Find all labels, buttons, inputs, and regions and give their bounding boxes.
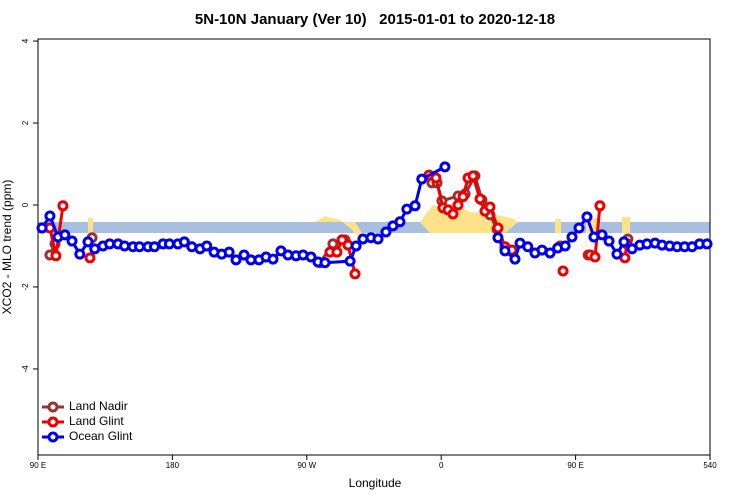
data-point bbox=[474, 193, 486, 205]
data-point bbox=[559, 240, 571, 252]
data-point bbox=[59, 229, 71, 241]
data-point bbox=[57, 200, 69, 212]
legend-label: Ocean Glint bbox=[69, 429, 133, 443]
data-point bbox=[492, 232, 504, 244]
x-tick-label: 90 E bbox=[30, 461, 46, 470]
data-point bbox=[557, 265, 569, 277]
y-tick-label: 4 bbox=[21, 38, 30, 43]
chart-title: 5N-10N January (Ver 10) 2015-01-01 to 20… bbox=[195, 11, 555, 28]
data-point bbox=[44, 210, 56, 222]
x-tick-label: 90 E bbox=[567, 461, 583, 470]
y-tick-label: -2 bbox=[21, 283, 30, 291]
data-point bbox=[148, 241, 160, 253]
data-point bbox=[349, 268, 361, 280]
data-point bbox=[178, 236, 190, 248]
data-point bbox=[104, 238, 116, 250]
data-point bbox=[618, 236, 630, 248]
ocean-strip bbox=[38, 222, 710, 233]
x-tick-label: 540 bbox=[703, 461, 717, 470]
data-point bbox=[82, 236, 94, 248]
land-patch bbox=[555, 219, 561, 233]
data-point bbox=[499, 245, 511, 257]
data-point bbox=[305, 251, 317, 263]
data-point bbox=[230, 254, 242, 266]
legend-label: Land Glint bbox=[69, 414, 124, 428]
data-point bbox=[372, 233, 384, 245]
data-point bbox=[344, 255, 356, 267]
data-point bbox=[66, 235, 78, 247]
data-point bbox=[394, 216, 406, 228]
data-point bbox=[566, 231, 578, 243]
data-point bbox=[439, 161, 451, 173]
land-patch bbox=[88, 218, 93, 233]
data-point bbox=[594, 200, 606, 212]
data-point bbox=[430, 172, 442, 184]
data-point bbox=[611, 248, 623, 260]
data-point bbox=[350, 240, 362, 252]
data-point bbox=[409, 200, 421, 212]
data-point bbox=[134, 241, 146, 253]
data-point bbox=[522, 241, 534, 253]
x-axis-label: Longitude bbox=[349, 476, 402, 490]
data-point bbox=[319, 257, 331, 269]
legend-label: Land Nadir bbox=[69, 399, 128, 413]
data-point bbox=[457, 191, 469, 203]
x-tick-label: 90 W bbox=[297, 461, 316, 470]
data-point bbox=[380, 226, 392, 238]
data-point bbox=[544, 247, 556, 259]
data-point bbox=[492, 222, 504, 234]
legend-marker bbox=[47, 431, 59, 443]
data-point bbox=[467, 170, 479, 182]
data-point bbox=[201, 240, 213, 252]
data-point bbox=[589, 251, 601, 263]
data-point bbox=[452, 199, 464, 211]
data-point bbox=[331, 246, 343, 258]
data-point bbox=[238, 249, 250, 261]
y-axis-label: XCO2 - MLO trend (ppm) bbox=[0, 180, 14, 315]
legend-marker bbox=[47, 401, 59, 413]
legend-marker bbox=[47, 416, 59, 428]
data-point bbox=[596, 229, 608, 241]
y-tick-label: -4 bbox=[21, 365, 30, 373]
data-point bbox=[163, 238, 175, 250]
data-point bbox=[447, 208, 459, 220]
data-point bbox=[267, 253, 279, 265]
data-point bbox=[484, 201, 496, 213]
data-point bbox=[119, 240, 131, 252]
data-point bbox=[603, 235, 615, 247]
data-point bbox=[50, 250, 62, 262]
data-point bbox=[84, 252, 96, 264]
data-point bbox=[701, 238, 713, 250]
x-tick-label: 180 bbox=[166, 461, 180, 470]
x-tick-label: 0 bbox=[439, 461, 444, 470]
data-point bbox=[509, 253, 521, 265]
data-point bbox=[416, 173, 428, 185]
land-patch bbox=[622, 217, 630, 233]
land-patch bbox=[315, 216, 362, 236]
y-tick-label: 2 bbox=[21, 120, 30, 125]
data-point bbox=[581, 211, 593, 223]
data-point bbox=[36, 222, 48, 234]
data-point bbox=[223, 246, 235, 258]
y-tick-label: 0 bbox=[21, 202, 30, 207]
data-point bbox=[573, 222, 585, 234]
data-point bbox=[74, 248, 86, 260]
